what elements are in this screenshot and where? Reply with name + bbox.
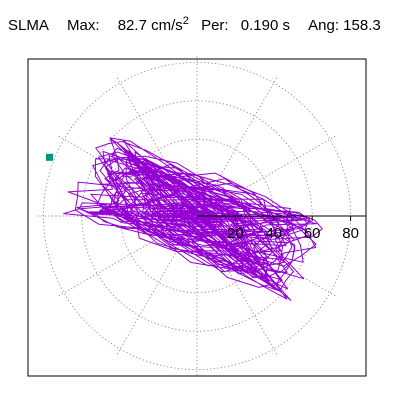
radial-tick-label-60: 60 xyxy=(304,225,321,242)
max-label: Max: xyxy=(67,17,100,34)
period-label: Per: xyxy=(201,17,229,34)
radial-axis: 20 40 60 80 xyxy=(197,215,366,242)
grid-spoke-210 xyxy=(57,215,198,297)
max-marker-group xyxy=(46,153,53,161)
grid-spoke-60 xyxy=(196,76,278,217)
grid-spoke-240 xyxy=(116,215,198,356)
grid-spoke-120 xyxy=(116,76,198,217)
grid-spoke-300 xyxy=(196,215,278,356)
grid-spoke-30 xyxy=(196,135,337,217)
trace-line xyxy=(63,137,323,301)
max-unit: cm/s2 xyxy=(151,14,189,39)
station-code: SLMA xyxy=(8,17,49,34)
angle-value: 158.3 xyxy=(343,17,381,34)
max-unit-exponent: 2 xyxy=(182,15,189,27)
period-value: 0.190 s xyxy=(240,17,290,34)
max-point-marker xyxy=(46,153,53,161)
radial-tick-label-40: 40 xyxy=(265,225,282,242)
radial-tick-label-20: 20 xyxy=(227,225,244,242)
radial-tick-label-80: 80 xyxy=(342,225,359,242)
max-unit-base: cm/s xyxy=(151,17,183,34)
motion-trace xyxy=(63,137,323,301)
max-value: 82.7 xyxy=(117,17,147,34)
angle-label: Ang: xyxy=(308,17,339,34)
chart-header: SLMA Max: 82.7 cm/s2 Per: 0.190 s Ang: 1… xyxy=(8,14,381,38)
